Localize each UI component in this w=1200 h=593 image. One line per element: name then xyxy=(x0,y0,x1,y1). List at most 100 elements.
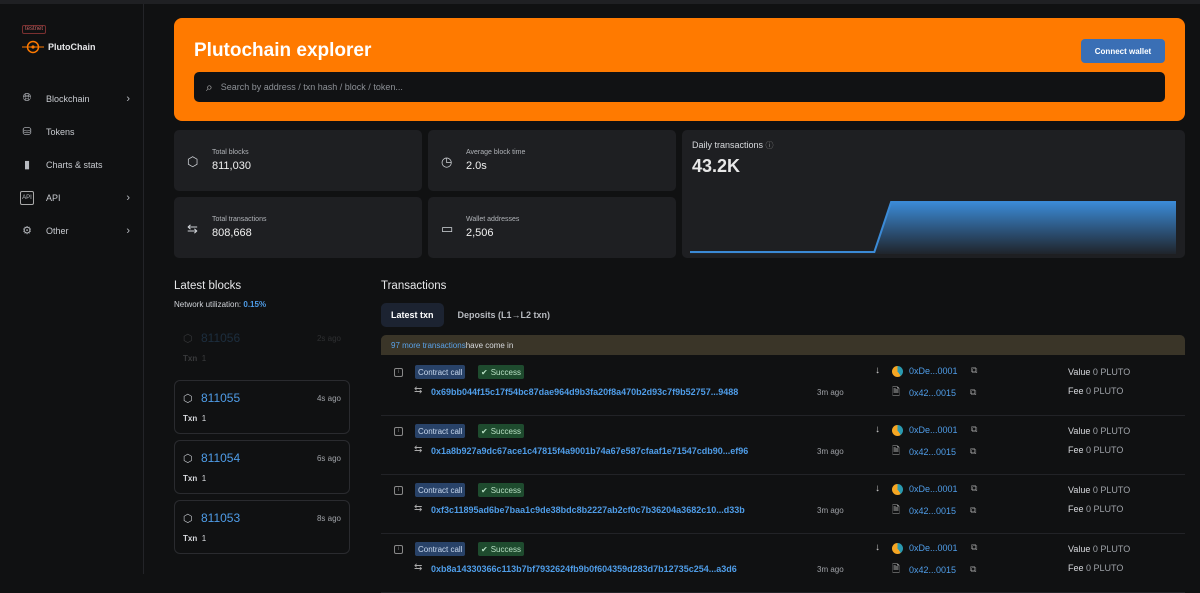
copy-icon[interactable]: ⧉ xyxy=(970,564,977,574)
from-address-link[interactable]: 0xDe...0001 xyxy=(909,366,958,376)
block-age: 2s ago xyxy=(316,334,341,343)
cube-icon: ⬡ xyxy=(183,333,193,345)
from-address-link[interactable]: 0xDe...0001 xyxy=(909,543,958,553)
stat-label: Total transactions xyxy=(212,216,267,223)
stat-value: 2,506 xyxy=(466,227,494,239)
to-address-link[interactable]: 0x42...0015 xyxy=(909,565,957,575)
check-circle-icon: ✔ xyxy=(481,485,488,495)
info-icon[interactable]: i xyxy=(394,368,403,377)
info-icon[interactable]: i xyxy=(394,545,403,554)
tab-latest-txn[interactable]: Latest txn xyxy=(381,303,444,327)
status-badge: ✔ Success xyxy=(478,542,524,556)
block-txn-count: Txn 1 xyxy=(183,354,207,363)
transaction-hash-link[interactable]: 0xb8a14330366c113b7bf7932624fb9b0f604359… xyxy=(431,564,737,574)
from-address-link[interactable]: 0xDe...0001 xyxy=(909,425,958,435)
sidebar-item-api[interactable]: API API › xyxy=(20,181,130,214)
sidebar-item-label: Tokens xyxy=(46,126,75,137)
copy-icon[interactable]: ⧉ xyxy=(970,505,977,515)
chart-line xyxy=(690,201,1176,253)
transaction-fee: Fee 0 PLUTO xyxy=(1068,445,1124,455)
testnet-badge: testnet xyxy=(22,25,47,34)
transaction-fee: Fee 0 PLUTO xyxy=(1068,504,1124,514)
arrow-down-icon: ↓ xyxy=(875,483,880,494)
copy-icon[interactable]: ⧉ xyxy=(971,365,978,375)
daily-transactions-card[interactable]: Daily transactions ⓘ 43.2K xyxy=(682,130,1185,258)
logo[interactable]: PlutoChain xyxy=(22,40,96,54)
block-item: ⬡ 811055 4s ago Txn 1 xyxy=(174,380,350,434)
contract-icon: 🗎︎ xyxy=(892,387,901,398)
transaction-hash-link[interactable]: 0x69bb044f15c17f54bc87dae964d9b3fa20f8a4… xyxy=(431,387,739,397)
sidebar-item-blockchain[interactable]: 🌐︎ Blockchain › xyxy=(20,82,130,115)
type-badge: Contract call xyxy=(415,424,466,438)
gear-icon: ⚙ xyxy=(22,225,32,237)
block-item: ⬡ 811054 6s ago Txn 1 xyxy=(174,440,350,494)
info-icon[interactable]: i xyxy=(394,427,403,436)
search-placeholder: Search by address / txn hash / block / t… xyxy=(220,82,403,92)
address-avatar xyxy=(892,425,903,436)
copy-icon[interactable]: ⧉ xyxy=(971,424,978,434)
transaction-tabs: Latest txn Deposits (L1→L2 txn) xyxy=(381,303,560,327)
stat-wallet-addresses: ▭ Wallet addresses 2,506 xyxy=(428,197,676,258)
contract-icon: 🗎︎ xyxy=(892,446,901,457)
api-icon: API xyxy=(20,190,34,205)
block-number-link[interactable]: 811054 xyxy=(201,451,241,465)
tab-deposits[interactable]: Deposits (L1→L2 txn) xyxy=(457,310,551,320)
top-bar xyxy=(0,0,1200,4)
sidebar-item-other[interactable]: ⚙ Other › xyxy=(20,214,130,247)
type-badge: Contract call xyxy=(415,542,466,556)
transaction-hash-link[interactable]: 0xf3c11895ad6be7baa1c9de38bdc8b2227ab2cf… xyxy=(431,505,745,515)
info-icon[interactable]: i xyxy=(394,486,403,495)
stat-label: Wallet addresses xyxy=(466,216,520,223)
transaction-age: 3m ago xyxy=(817,506,844,515)
to-address-link[interactable]: 0x42...0015 xyxy=(909,447,957,457)
cube-icon: ⬡ xyxy=(183,453,193,465)
check-circle-icon: ✔ xyxy=(481,544,488,554)
clock-icon: ◷ xyxy=(441,154,453,169)
info-icon: ⓘ xyxy=(765,141,774,150)
arrow-down-icon: ↓ xyxy=(875,542,880,553)
daily-transactions-chart xyxy=(690,201,1176,254)
contract-icon: 🗎︎ xyxy=(892,505,901,516)
address-avatar xyxy=(892,543,903,554)
copy-icon[interactable]: ⧉ xyxy=(970,446,977,456)
sidebar-item-charts-stats[interactable]: ▮ Charts & stats xyxy=(20,148,130,181)
transaction-value: Value 0 PLUTO xyxy=(1068,485,1131,495)
transaction-value: Value 0 PLUTO xyxy=(1068,544,1131,554)
to-address-link[interactable]: 0x42...0015 xyxy=(909,506,957,516)
copy-icon[interactable]: ⧉ xyxy=(971,483,978,493)
address-avatar xyxy=(892,366,903,377)
transaction-row: i Contract call ✔ Success ⇆ 0xb8a14330366… xyxy=(381,534,1185,593)
copy-icon[interactable]: ⧉ xyxy=(970,387,977,397)
stat-value: 808,668 xyxy=(212,227,252,239)
block-txn-count: Txn 1 xyxy=(183,474,207,483)
new-transactions-notice[interactable]: 97 more transactions have come in xyxy=(381,335,1185,355)
stat-total-blocks: ⬡ Total blocks 811,030 xyxy=(174,130,422,191)
connect-wallet-button[interactable]: Connect wallet xyxy=(1081,39,1165,63)
daily-transactions-title: Daily transactions ⓘ xyxy=(692,140,774,150)
block-item: ⬡ 811053 8s ago Txn 1 xyxy=(174,500,350,554)
plutochain-logo-icon xyxy=(22,40,44,54)
status-badge: ✔ Success xyxy=(478,483,524,497)
sidebar-item-tokens[interactable]: ⛁ Tokens xyxy=(20,115,130,148)
stat-total-transactions: ⇆ Total transactions 808,668 xyxy=(174,197,422,258)
transaction-hash-link[interactable]: 0x1a8b927a9dc67ace1c47815f4a9001b74a67e5… xyxy=(431,446,749,456)
block-number-link[interactable]: 811056 xyxy=(201,331,241,345)
transaction-age: 3m ago xyxy=(817,565,844,574)
more-transactions-link[interactable]: 97 more transactions xyxy=(391,340,466,350)
transaction-fee: Fee 0 PLUTO xyxy=(1068,386,1124,396)
from-address-link[interactable]: 0xDe...0001 xyxy=(909,484,958,494)
chevron-right-icon: › xyxy=(126,224,130,237)
sidebar: testnet PlutoChain 🌐︎ Blockchain › ⛁ Tokens ▮… xyxy=(0,4,144,574)
transaction-age: 3m ago xyxy=(817,388,844,397)
copy-icon[interactable]: ⧉ xyxy=(971,542,978,552)
type-badge: Contract call xyxy=(415,365,466,379)
transaction-row: i Contract call ✔ Success ⇆ 0x69bb044f15c… xyxy=(381,357,1185,416)
block-number-link[interactable]: 811055 xyxy=(201,391,241,405)
type-badge: Contract call xyxy=(415,483,466,497)
search-input[interactable]: ⌕ Search by address / txn hash / block /… xyxy=(194,72,1165,102)
transaction-row: i Contract call ✔ Success ⇆ 0xf3c11895ad6… xyxy=(381,475,1185,534)
transfer-icon: ⇆ xyxy=(414,385,423,396)
to-address-link[interactable]: 0x42...0015 xyxy=(909,388,957,398)
block-number-link[interactable]: 811053 xyxy=(201,511,241,525)
sidebar-item-label: Blockchain xyxy=(46,93,90,104)
